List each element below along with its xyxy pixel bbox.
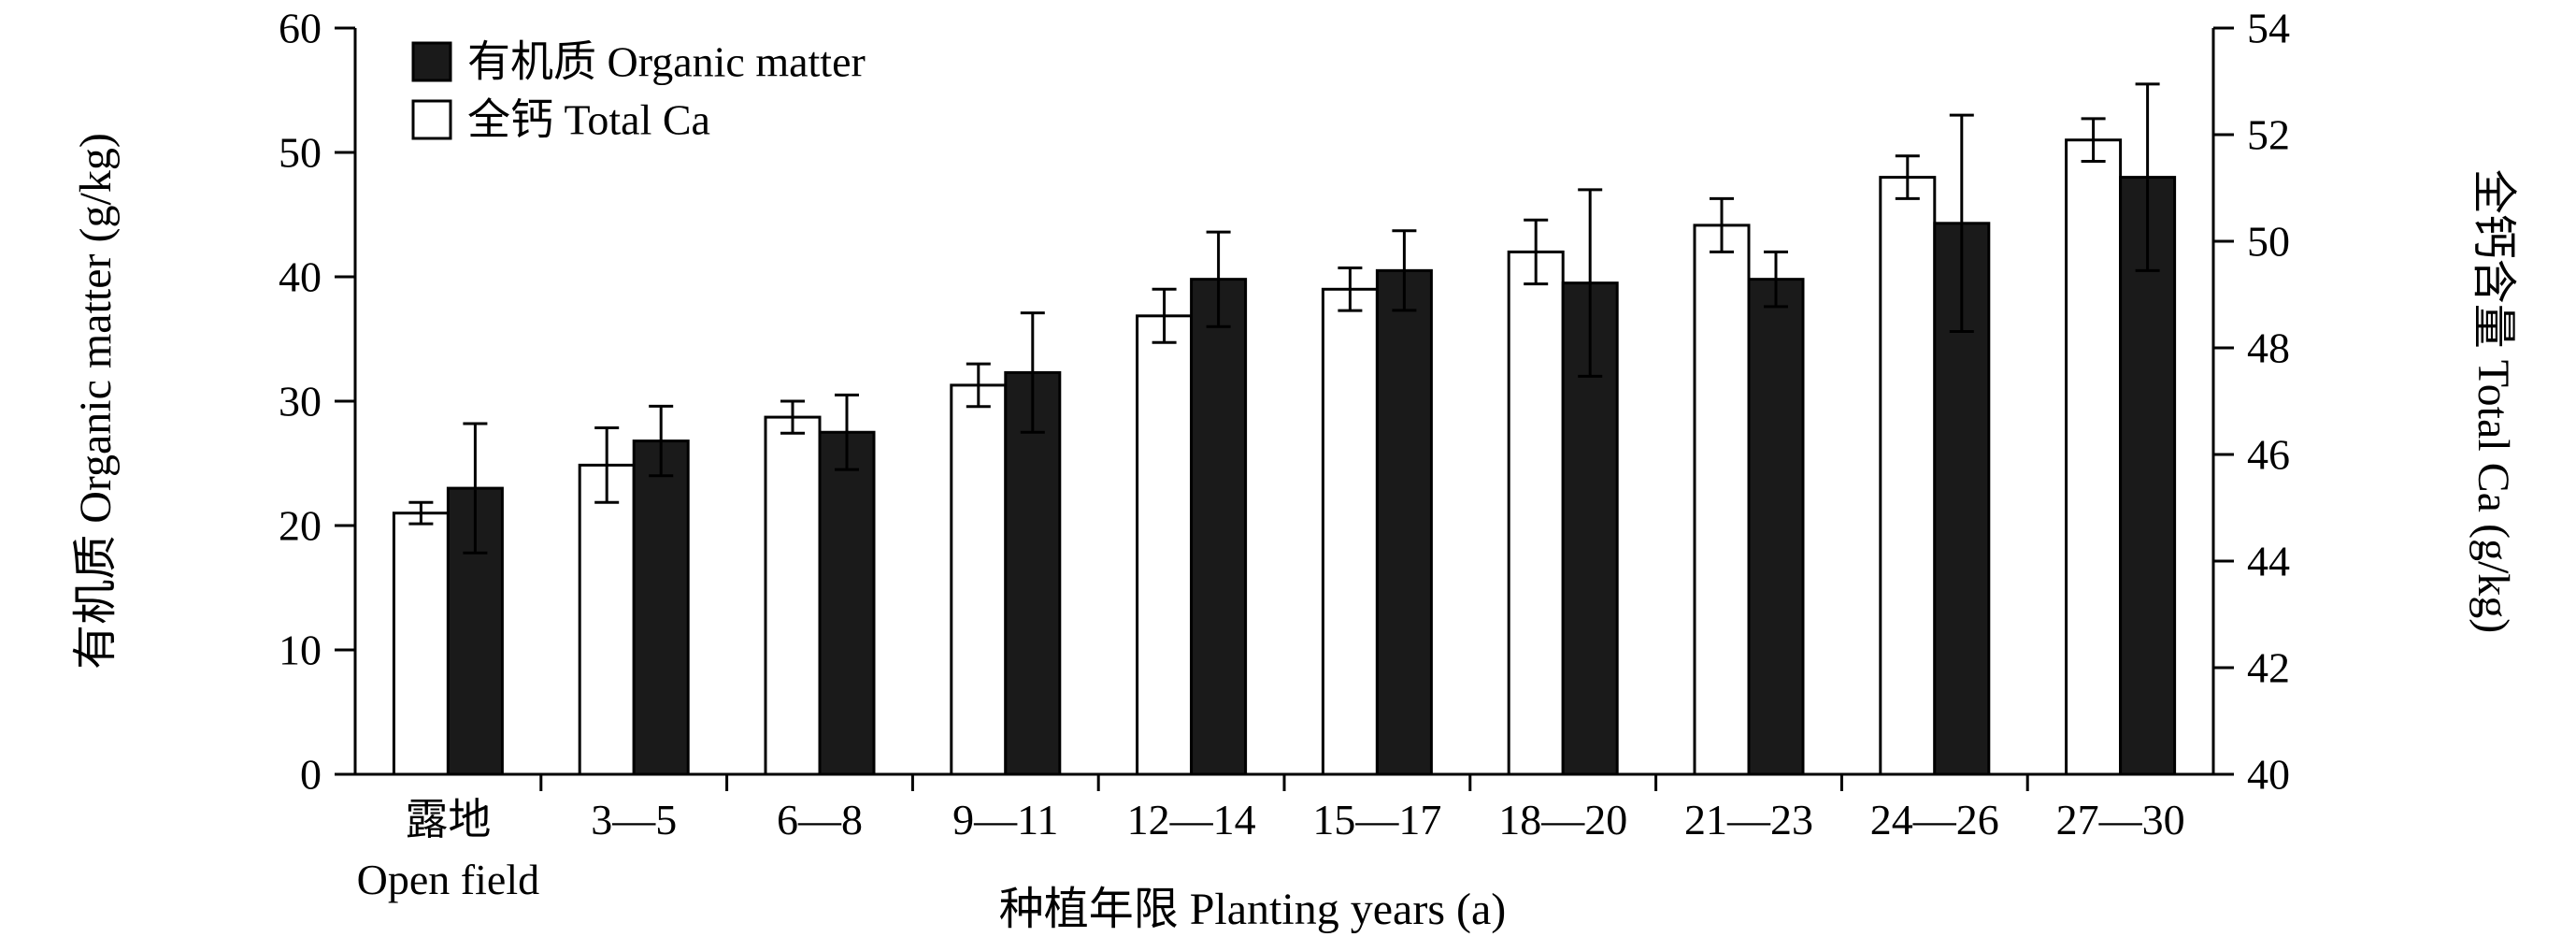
bar-organic-matter — [634, 441, 688, 774]
bar-organic-matter — [1749, 280, 1803, 774]
bar-chart: 0 10 20 30 40 50 60 40 42 44 46 48 50 52 54 露地Open fiel… — [0, 0, 2576, 937]
right-axis-tick-label: 50 — [2247, 218, 2290, 266]
x-category-label: 27—30 — [2056, 796, 2185, 843]
right-axis-tick-label: 42 — [2247, 644, 2290, 692]
right-axis-tick-label: 46 — [2247, 431, 2290, 479]
bar-organic-matter — [820, 432, 874, 774]
bar-total-ca — [1695, 225, 1749, 774]
bar-total-ca — [1881, 178, 1935, 774]
bar-total-ca — [952, 385, 1006, 774]
left-axis-title: 有机质 Organic matter (g/kg) — [71, 133, 121, 670]
legend-label: 全钙 Total Ca — [467, 96, 710, 144]
bar-total-ca — [1323, 289, 1377, 774]
right-axis-title: 全钙含量 Total Ca (g/kg) — [2469, 169, 2518, 634]
legend-item: 全钙 Total Ca — [413, 96, 710, 144]
left-axis-tick-label: 10 — [279, 627, 322, 674]
right-axis-tick-label: 44 — [2247, 538, 2290, 585]
bar-total-ca — [580, 465, 634, 774]
legend-label: 有机质 Organic matter — [467, 38, 866, 86]
bar-total-ca — [394, 513, 448, 774]
legend-item: 有机质 Organic matter — [413, 38, 866, 86]
bar-organic-matter — [1377, 270, 1431, 774]
left-axis-tick-label: 50 — [279, 129, 322, 177]
x-category-label: 6—8 — [777, 796, 863, 843]
bar-total-ca — [766, 417, 820, 774]
left-axis-tick-label: 20 — [279, 502, 322, 550]
right-axis-tick-label: 40 — [2247, 751, 2290, 799]
left-axis-tick-label: 60 — [279, 5, 322, 52]
left-axis-tick-label: 40 — [279, 253, 322, 301]
right-axis-tick-label: 48 — [2247, 324, 2290, 372]
left-axis-tick-label: 0 — [300, 751, 322, 799]
x-category-label: 18—20 — [1498, 796, 1627, 843]
x-category-label: 9—11 — [952, 796, 1058, 843]
legend-swatch-organic-matter — [413, 43, 451, 80]
bar-total-ca — [2067, 140, 2121, 774]
x-category-label: 21—23 — [1684, 796, 1813, 843]
bar-organic-matter — [1192, 280, 1246, 774]
right-axis-tick-label: 54 — [2247, 5, 2290, 52]
bar-total-ca — [1138, 316, 1192, 774]
x-category-label: 3—5 — [591, 796, 677, 843]
legend-swatch-total-ca — [413, 101, 451, 138]
x-category-label: 12—14 — [1127, 796, 1256, 843]
right-axis-tick-label: 52 — [2247, 111, 2290, 159]
bar-total-ca — [1509, 252, 1563, 774]
x-category-label: 24—26 — [1870, 796, 1999, 843]
left-axis-tick-label: 30 — [279, 378, 322, 425]
x-category-label: 15—17 — [1312, 796, 1441, 843]
chart-figure: 0 10 20 30 40 50 60 40 42 44 46 48 50 52 54 露地Open fiel… — [0, 0, 2576, 937]
x-axis-title: 种植年限 Planting years (a) — [999, 885, 1507, 934]
x-category-label: 露地Open field — [357, 796, 539, 903]
